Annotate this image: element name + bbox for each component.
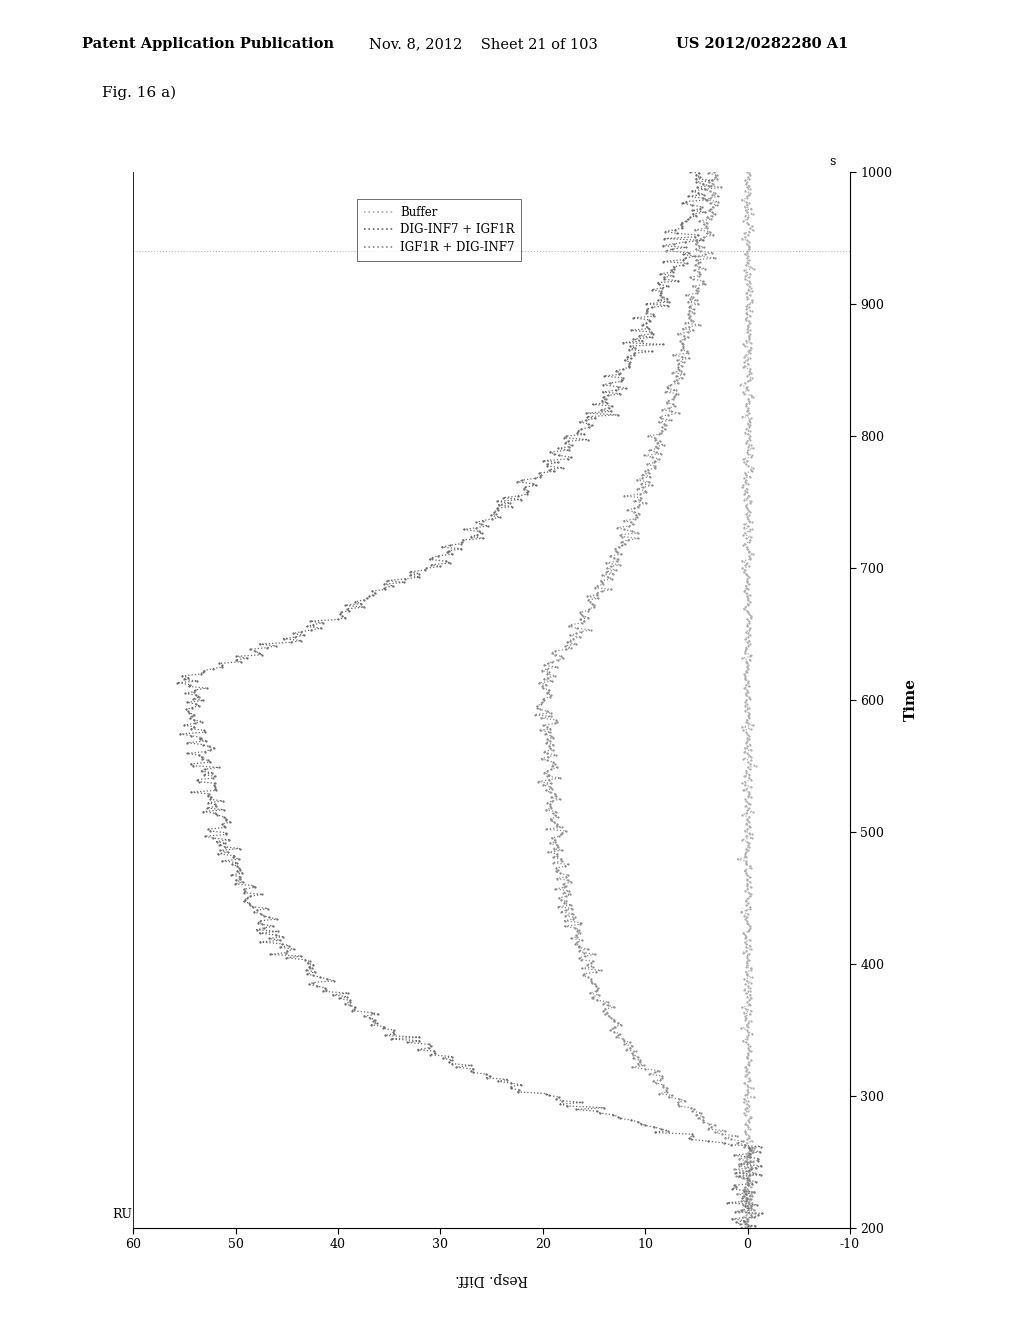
Text: Patent Application Publication: Patent Application Publication — [82, 37, 334, 51]
Text: Fig. 16 a): Fig. 16 a) — [102, 86, 176, 100]
Text: Nov. 8, 2012    Sheet 21 of 103: Nov. 8, 2012 Sheet 21 of 103 — [369, 37, 598, 51]
Text: RU: RU — [113, 1208, 133, 1221]
Text: US 2012/0282280 A1: US 2012/0282280 A1 — [676, 37, 848, 51]
X-axis label: Resp. Diff.: Resp. Diff. — [455, 1272, 528, 1286]
Legend: Buffer, DIG-INF7 + IGF1R, IGF1R + DIG-INF7: Buffer, DIG-INF7 + IGF1R, IGF1R + DIG-IN… — [357, 198, 521, 261]
Y-axis label: Time: Time — [903, 678, 918, 721]
Text: s: s — [829, 154, 836, 168]
